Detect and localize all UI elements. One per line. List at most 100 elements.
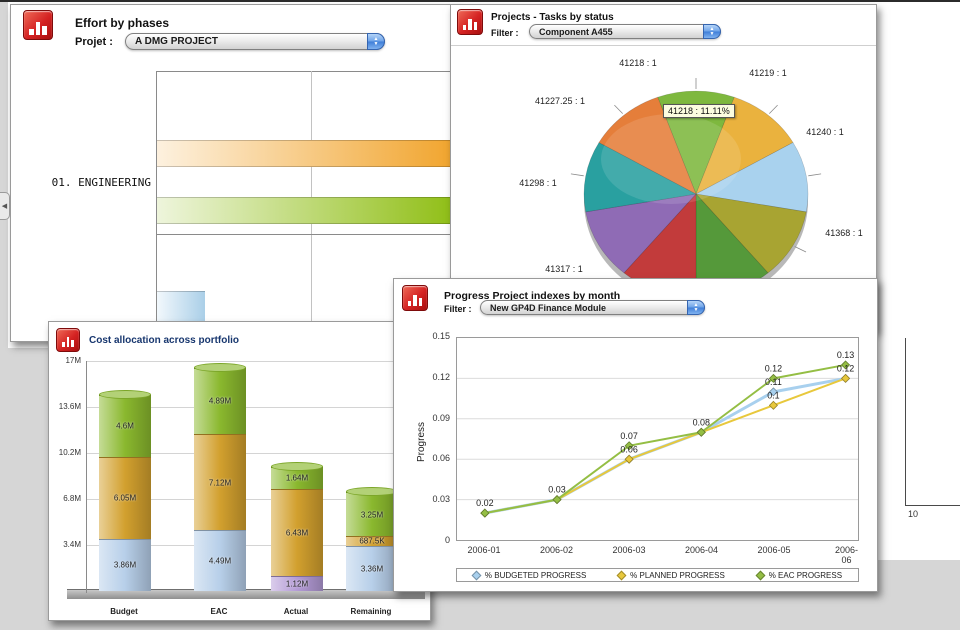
legend-item: % BUDGETED PROGRESS [471,570,587,580]
bar-segment-label: 6.43M [285,528,309,538]
point-label: 0.1 [767,390,779,400]
bar-segment-label: 7.12M [208,478,232,488]
bar-segment: 4.49M [194,530,246,591]
bar-cap [99,389,151,399]
panel-title: Cost allocation across portfolio [89,335,240,346]
effort-by-phases-panel: Effort by phases Projet : A DMG PROJECT … [10,4,456,342]
panel-title: Projects - Tasks by status [491,12,614,23]
bar-segment-label: 4.89M [208,396,232,406]
x-tick-label: 2006-03 [612,545,646,555]
project-select-value: A DMG PROJECT [135,36,218,47]
cost-allocation-panel: Cost allocation across portfolio 3.4M 6.8… [48,321,431,621]
y-axis-labels: 0 0.03 0.06 0.09 0.12 0.15 [412,331,452,545]
bar-chart-icon [29,21,48,35]
pie-callout-line [614,104,623,114]
point-label: 0.13 [837,350,854,360]
bar-segment: 4.89M [194,367,246,434]
plot-gridline [311,71,312,341]
point-marker [768,387,778,397]
category-label: 01. ENGINEERING [51,176,151,189]
x-axis-labels: Budget EAC Actual Remaining [49,607,430,619]
point-marker [768,373,778,383]
bar-chart-icon [463,16,477,30]
panel-title: Effort by phases [75,16,170,30]
effort-bar [157,140,455,167]
y-tick-label: 13.6M [58,402,81,411]
sidebar-collapse-tab[interactable]: ◀ [0,192,10,220]
bar-segment-label: 3.25M [360,510,384,520]
legend-marker-icon [471,570,482,580]
bar-segment-label: 3.86M [113,560,137,570]
chart-app-icon [23,10,53,40]
project-select[interactable]: A DMG PROJECT ▲ ▼ [125,33,385,50]
point-marker [624,441,634,451]
bar-segment-label: 3.36M [360,564,384,574]
x-tick-label: 2006-01 [467,545,501,555]
pie-slice[interactable] [695,193,807,274]
select-stepper-icon[interactable]: ▲ ▼ [687,300,705,315]
legend-label: % PLANNED PROGRESS [630,570,725,580]
y-tick-label: 10.2M [58,448,81,457]
point-marker [841,373,851,383]
x-tick-label: Actual [283,607,309,616]
pie-slice[interactable] [695,142,809,213]
plot-left-axis [156,71,157,341]
filter-select[interactable]: New GP4D Finance Module ▲ ▼ [480,300,705,315]
point-label: 0.03 [548,485,565,495]
bar-segment: 6.05M [99,456,151,539]
bar-segment: 4.6M [99,394,151,457]
x-tick-label: Remaining [350,607,392,616]
point-marker [480,508,490,518]
legend-marker-icon [616,570,627,580]
legend-item: % EAC PROGRESS [755,570,842,580]
progress-indexes-panel: Progress Project indexes by month Filter… [393,278,878,592]
pie-slice[interactable] [598,96,697,195]
series-line [484,363,846,515]
pie-slice[interactable] [585,193,697,274]
filter-label: Filter : [491,28,519,38]
x-axis-labels: 2006-01 2006-02 2006-03 2006-04 2006-05 2006-… [394,545,877,567]
window-top-border [0,0,960,2]
bar-segment: 3.86M [99,538,151,591]
pie-slice[interactable] [695,96,794,195]
pie-slice[interactable] [583,142,697,213]
legend-marker-icon [755,570,766,580]
gridline [87,361,428,362]
bar-segment: 3.25M [346,492,398,537]
point-label: 0.02 [476,498,493,508]
x-tick-label: 2006-04 [684,545,719,555]
bar-segment: 1.12M [271,575,323,591]
select-stepper-icon[interactable]: ▲ ▼ [703,24,721,39]
pie-callout-line [570,173,584,177]
collapse-arrow-icon: ◀ [1,203,8,210]
pie-gloss [601,114,741,204]
point-label: 0.11 [765,377,782,387]
point-marker [696,427,706,437]
filter-select[interactable]: Component A455 ▲ ▼ [529,24,721,39]
bar-cap [194,362,246,372]
panel-title: Progress Project indexes by month [444,290,621,302]
point-label: 0.06 [620,444,637,454]
y-axis-labels: 3.4M 6.8M 10.2M 13.6M 17M [49,322,85,622]
y-tick-label: 0.09 [432,412,450,423]
y-tick-label: 17M [65,356,81,365]
filter-select-value: Component A455 [539,26,613,37]
point-marker [768,400,778,410]
filter-select-value: New GP4D Finance Module [490,302,607,313]
select-stepper-icon[interactable]: ▲ ▼ [367,33,385,50]
line-chart: 0.02 0.03 0.06 0.07 0.08 0.11 0.1 0.12 0.12 0.13 [457,350,858,518]
project-label: Projet : [75,36,113,48]
bar-segment-label: 1.12M [285,579,309,589]
bar-chart-icon [408,292,422,306]
chart-floor [67,589,425,599]
point-label: 0.07 [620,431,637,441]
y-tick-label: 6.8M [63,494,81,503]
bar-segment: 6.43M [271,488,323,576]
background-chart-x-axis [905,505,960,506]
y-tick-label: 0.03 [432,494,450,505]
effort-bar [157,197,455,224]
plot-top-border [156,71,455,72]
legend-label: % BUDGETED PROGRESS [484,570,587,580]
bar-segment: 3.36M [346,545,398,591]
